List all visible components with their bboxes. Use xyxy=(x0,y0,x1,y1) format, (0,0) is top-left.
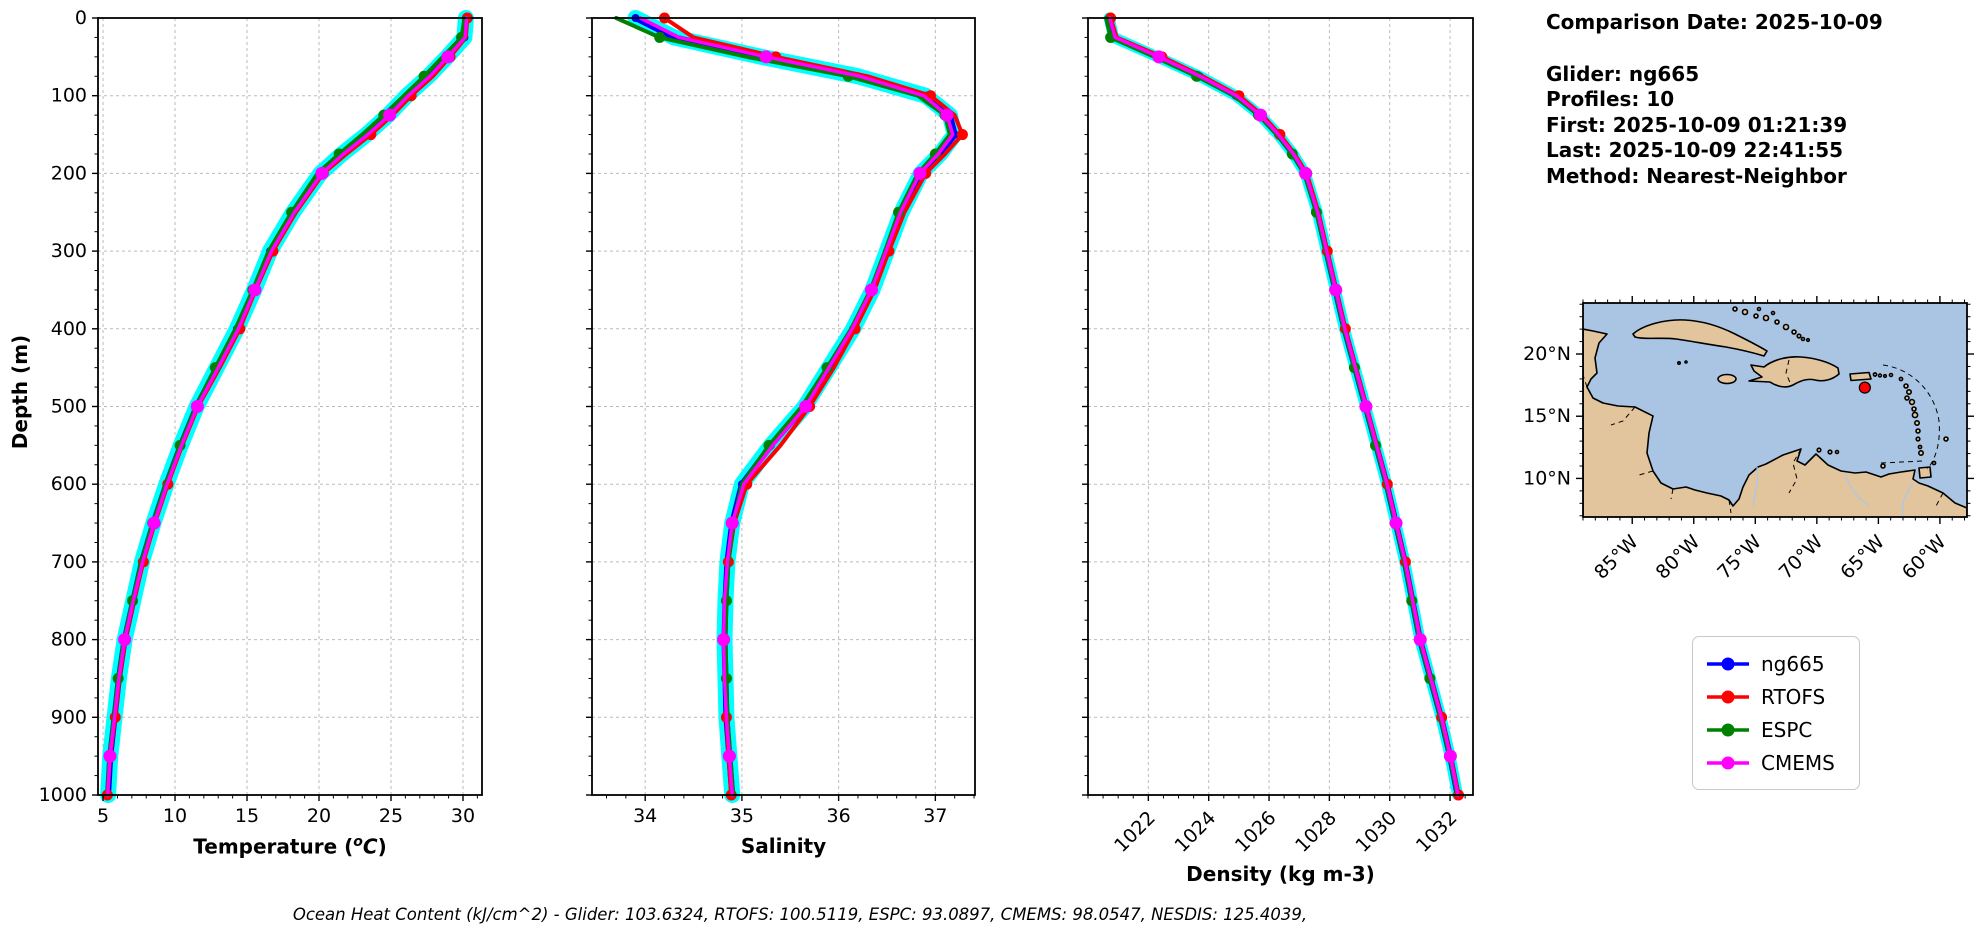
depth-tick-label: 800 xyxy=(51,629,87,651)
map-lon-label: 85°W xyxy=(1590,531,1643,584)
map-lat-label: 10°N xyxy=(1523,467,1571,489)
marker-CMEMS xyxy=(1359,400,1373,413)
marker-CMEMS xyxy=(1389,516,1403,530)
marker-CMEMS xyxy=(147,516,161,530)
marker-ESPC xyxy=(929,148,941,160)
map-lon-label: 80°W xyxy=(1652,531,1705,584)
x-tick-label: 1022 xyxy=(1110,807,1160,857)
x-tick-label: 20 xyxy=(307,805,331,827)
info-panel: Comparison Date: 2025-10-09 Glider: ng66… xyxy=(1546,10,1883,189)
glider-location-marker xyxy=(1858,381,1871,394)
x-tick-label: 1032 xyxy=(1412,807,1462,857)
depth-tick-label: 1000 xyxy=(39,784,87,806)
marker-CMEMS xyxy=(118,633,132,647)
marker-CMEMS xyxy=(190,400,204,413)
method-text: Method: Nearest-Neighbor xyxy=(1546,163,1847,188)
first-profile-text: First: 2025-10-09 01:21:39 xyxy=(1546,112,1848,137)
legend-item-ESPC: ESPC xyxy=(1705,713,1847,746)
x-tick-label: 1030 xyxy=(1352,807,1402,857)
map-lon-label: 65°W xyxy=(1836,531,1889,584)
depth-tick-label: 300 xyxy=(51,240,87,262)
legend-item-CMEMS: CMEMS xyxy=(1705,746,1847,779)
marker-CMEMS xyxy=(759,50,773,64)
legend-label: CMEMS xyxy=(1761,750,1835,775)
map-lon-label: 60°W xyxy=(1898,531,1951,584)
marker-CMEMS xyxy=(940,108,954,122)
x-tick-label: 1024 xyxy=(1170,807,1220,857)
map-lon-label: 70°W xyxy=(1775,531,1828,584)
depth-tick-label: 400 xyxy=(51,318,87,340)
depth-tick-label: 700 xyxy=(51,551,87,573)
marker-CMEMS xyxy=(725,516,739,530)
temperature-plot: 5 10 15 20 25 3001002003004005006007008009001… xyxy=(39,7,483,827)
x-tick-label: 1028 xyxy=(1291,807,1341,857)
legend-line-marker-icon xyxy=(1707,690,1749,703)
legend-line-marker-icon xyxy=(1707,723,1749,736)
map-rivers xyxy=(1752,466,1914,516)
marker-CMEMS xyxy=(1443,749,1457,763)
depth-tick-label: 0 xyxy=(75,7,87,29)
depth-tick-label: 900 xyxy=(51,706,87,728)
comparison-date-text: Comparison Date: 2025-10-09 xyxy=(1546,10,1883,34)
marker-RTOFS xyxy=(956,129,968,141)
depth-axis-label: Depth (m) xyxy=(8,334,32,450)
glider-name-text: Glider: ng665 xyxy=(1546,61,1700,86)
temperature-axis-label: Temperature (oC) xyxy=(193,834,387,859)
depth-tick-label: 600 xyxy=(51,473,87,495)
legend-label: ESPC xyxy=(1761,717,1813,742)
legend-label: ng665 xyxy=(1761,651,1825,676)
density-axis-label: Density (kg m-3) xyxy=(1186,862,1375,886)
legend-item-RTOFS: RTOFS xyxy=(1705,680,1847,713)
depth-tick-label: 500 xyxy=(51,396,87,418)
salinity-plot: 34 35 36 37 xyxy=(586,10,976,827)
density-plot: 1022 1024 1026 1028 1030 1032 xyxy=(1082,12,1474,857)
legend-label: RTOFS xyxy=(1761,684,1826,709)
map-land xyxy=(1583,306,1967,517)
marker-CMEMS xyxy=(865,283,879,297)
series-line-RTOFS xyxy=(105,16,470,797)
marker-CMEMS xyxy=(799,400,813,413)
marker-CMEMS xyxy=(315,166,329,180)
legend-item-ng665: ng665 xyxy=(1705,647,1847,680)
last-profile-text: Last: 2025-10-09 22:41:55 xyxy=(1546,138,1844,162)
depth-tick-label: 200 xyxy=(51,162,87,184)
marker-CMEMS xyxy=(1152,50,1166,64)
depth-tick-label: 100 xyxy=(51,85,87,107)
legend-box: ng665 RTOFS ESPC CMEMS xyxy=(1692,636,1860,790)
legend-line-marker-icon xyxy=(1707,657,1749,670)
x-tick-label: 5 xyxy=(97,805,109,827)
marker-CMEMS xyxy=(717,633,731,647)
x-tick-label: 25 xyxy=(379,805,403,827)
marker-CMEMS xyxy=(248,283,262,297)
x-tick-label: 30 xyxy=(451,805,475,827)
x-tick-label: 10 xyxy=(163,805,187,827)
x-tick-label: 37 xyxy=(923,805,947,827)
x-tick-label: 15 xyxy=(235,805,259,827)
marker-CMEMS xyxy=(1299,166,1313,180)
marker-CMEMS xyxy=(103,749,117,763)
map-lon-label: 75°W xyxy=(1713,531,1766,584)
profiles-count-text: Profiles: 10 xyxy=(1546,87,1675,111)
map-borders xyxy=(1583,359,1944,514)
map-lat-label: 20°N xyxy=(1523,343,1571,365)
map-lat-label: 15°N xyxy=(1523,405,1571,427)
salinity-axis-label: Salinity xyxy=(740,834,827,858)
x-tick-label: 35 xyxy=(730,805,754,827)
x-tick-label: 36 xyxy=(827,805,851,827)
marker-CMEMS xyxy=(1329,283,1343,297)
marker-ESPC xyxy=(654,31,666,43)
ohc-caption: Ocean Heat Content (kJ/cm^2) - Glider: 1… xyxy=(292,905,1308,924)
marker-CMEMS xyxy=(722,749,736,763)
marker-CMEMS xyxy=(383,108,397,122)
marker-CMEMS xyxy=(1413,633,1427,647)
marker-CMEMS xyxy=(913,166,927,180)
x-tick-label: 34 xyxy=(633,805,657,827)
legend-line-marker-icon xyxy=(1707,756,1749,769)
marker-CMEMS xyxy=(1254,108,1268,122)
x-tick-label: 1026 xyxy=(1231,807,1281,857)
map-plot: 20°N 15°N 10°N 85°W 80°W 75°W 70°W 65°W 60°W xyxy=(1523,296,1974,584)
marker-CMEMS xyxy=(441,50,455,64)
